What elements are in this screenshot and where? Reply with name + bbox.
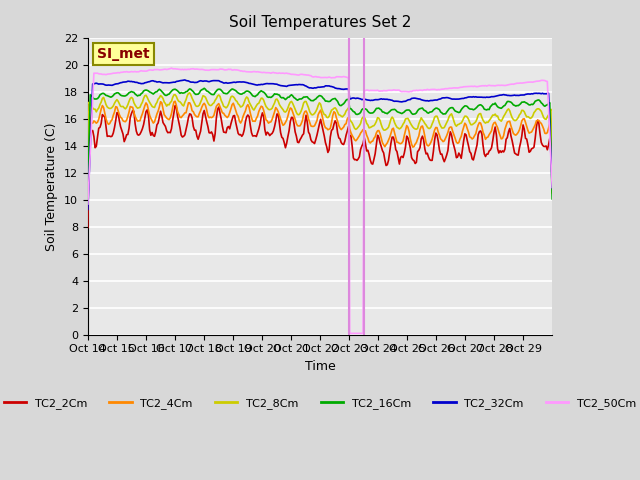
Legend: TC2_2Cm, TC2_4Cm, TC2_8Cm, TC2_16Cm, TC2_32Cm, TC2_50Cm: TC2_2Cm, TC2_4Cm, TC2_8Cm, TC2_16Cm, TC2… [0, 394, 640, 413]
Title: Soil Temperatures Set 2: Soil Temperatures Set 2 [229, 15, 411, 30]
Text: SI_met: SI_met [97, 47, 150, 61]
X-axis label: Time: Time [305, 360, 335, 373]
Y-axis label: Soil Temperature (C): Soil Temperature (C) [45, 122, 58, 251]
